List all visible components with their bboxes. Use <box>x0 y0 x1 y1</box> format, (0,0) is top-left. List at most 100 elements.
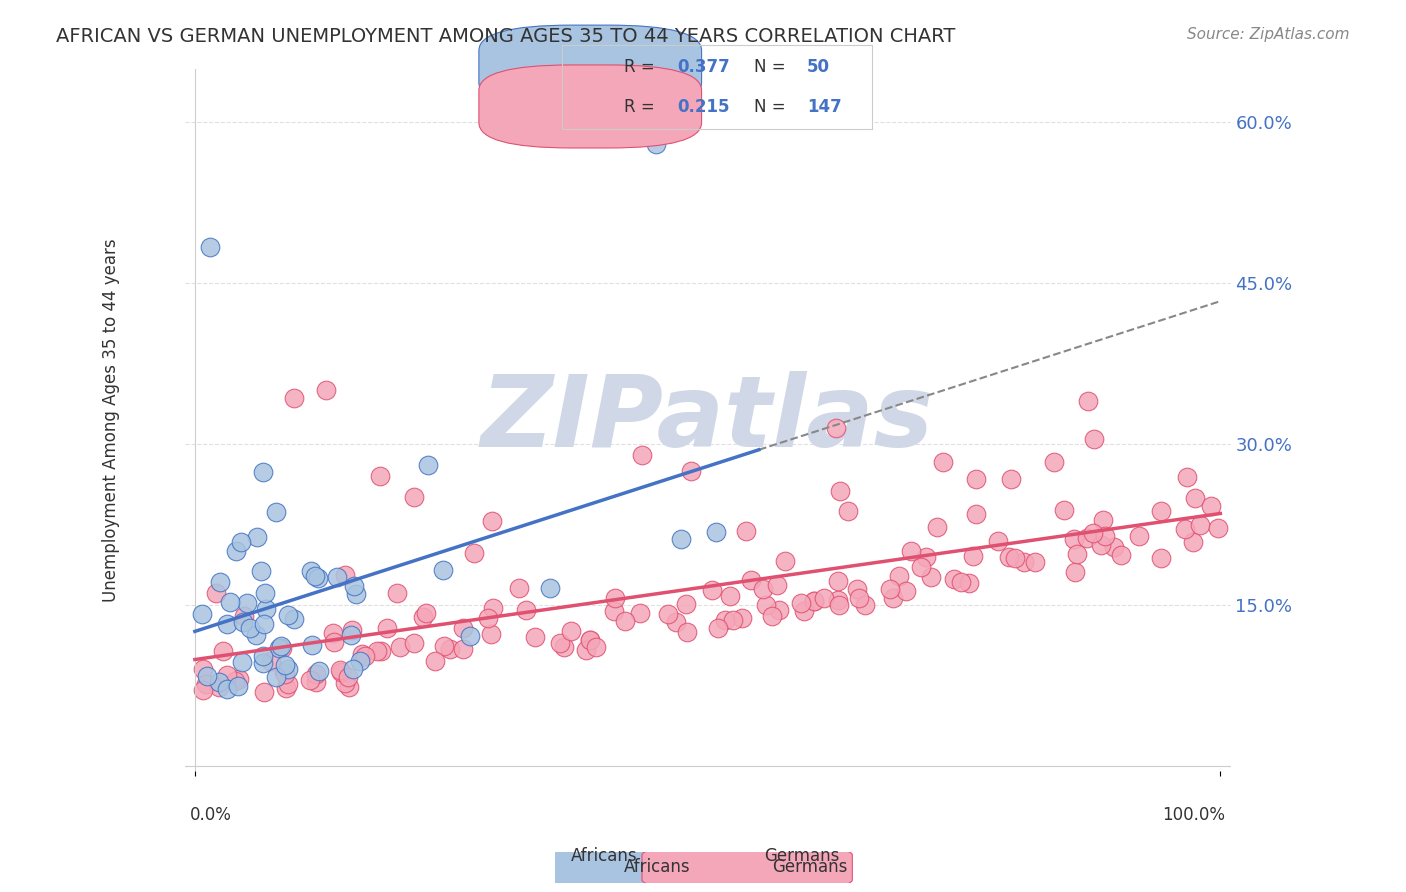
Point <box>920 570 942 584</box>
Point <box>329 665 352 679</box>
Point <box>336 670 359 684</box>
Point <box>524 630 547 644</box>
Point <box>212 643 235 657</box>
Text: 100.0%: 100.0% <box>1163 806 1226 824</box>
Point <box>375 622 398 636</box>
Point <box>226 680 249 694</box>
Point <box>304 568 326 582</box>
Point <box>340 628 363 642</box>
Point <box>827 574 849 588</box>
Point <box>1024 556 1046 570</box>
Point <box>277 607 299 622</box>
Text: Unemployment Among Ages 35 to 44 years: Unemployment Among Ages 35 to 44 years <box>103 238 121 601</box>
Point <box>270 639 292 653</box>
Point <box>755 598 778 612</box>
Point <box>665 615 688 630</box>
Point <box>274 667 297 681</box>
Point <box>322 635 344 649</box>
Point <box>460 629 482 643</box>
Text: Source: ZipAtlas.com: Source: ZipAtlas.com <box>1187 27 1350 42</box>
Point <box>603 591 626 606</box>
Point <box>482 601 505 615</box>
Point <box>389 640 412 654</box>
Point <box>228 672 250 686</box>
Point <box>307 571 329 585</box>
Point <box>1066 547 1088 561</box>
Point <box>246 530 269 544</box>
Point <box>894 583 917 598</box>
Point <box>225 544 247 558</box>
Point <box>887 569 910 583</box>
Point <box>204 586 226 600</box>
Point <box>283 391 305 405</box>
Point <box>1094 529 1116 543</box>
Point <box>193 662 215 676</box>
Point <box>439 641 461 656</box>
Point <box>645 136 668 151</box>
Point <box>837 504 859 518</box>
Point <box>299 564 322 578</box>
Point <box>950 574 973 589</box>
Point <box>1090 538 1112 552</box>
Point <box>299 673 322 688</box>
Point <box>349 654 371 668</box>
Point <box>669 532 692 546</box>
Point <box>508 581 530 595</box>
Point <box>560 624 582 639</box>
Point <box>479 627 502 641</box>
Point <box>342 624 364 638</box>
Point <box>957 575 980 590</box>
Point <box>1128 529 1150 543</box>
Point <box>305 667 328 681</box>
Point <box>353 649 375 664</box>
Point <box>195 669 218 683</box>
Point <box>305 675 328 690</box>
Point <box>900 544 922 558</box>
Point <box>274 681 297 695</box>
Point <box>451 621 474 635</box>
Point <box>630 448 652 462</box>
Point <box>253 685 276 699</box>
Point <box>432 563 454 577</box>
Point <box>1092 513 1115 527</box>
Point <box>370 643 392 657</box>
Point <box>252 656 274 670</box>
FancyBboxPatch shape <box>479 25 702 108</box>
Point <box>277 676 299 690</box>
Point <box>415 606 437 620</box>
Point <box>344 587 367 601</box>
Point <box>925 520 948 534</box>
Point <box>790 596 813 610</box>
Point <box>264 670 287 684</box>
Point <box>740 573 762 587</box>
Point <box>277 662 299 676</box>
Point <box>1181 535 1204 549</box>
Point <box>538 581 561 595</box>
Point <box>322 625 344 640</box>
Point <box>463 546 485 560</box>
Point <box>1109 548 1132 562</box>
Point <box>1004 551 1026 566</box>
Point <box>734 524 756 538</box>
Point <box>231 655 253 669</box>
Point <box>252 649 274 664</box>
Point <box>987 533 1010 548</box>
Point <box>253 617 276 632</box>
Point <box>1206 521 1229 535</box>
Point <box>962 549 984 563</box>
Point <box>1150 551 1173 566</box>
Point <box>1053 503 1076 517</box>
Point <box>679 464 702 478</box>
Point <box>273 665 295 679</box>
Point <box>579 633 602 648</box>
Point <box>402 491 425 505</box>
Point <box>830 483 852 498</box>
Point <box>775 554 797 568</box>
Point <box>412 609 434 624</box>
Point <box>283 611 305 625</box>
Text: 147: 147 <box>807 98 842 116</box>
Point <box>825 421 848 435</box>
Point <box>548 636 571 650</box>
Point <box>191 682 214 697</box>
Point <box>585 640 607 655</box>
